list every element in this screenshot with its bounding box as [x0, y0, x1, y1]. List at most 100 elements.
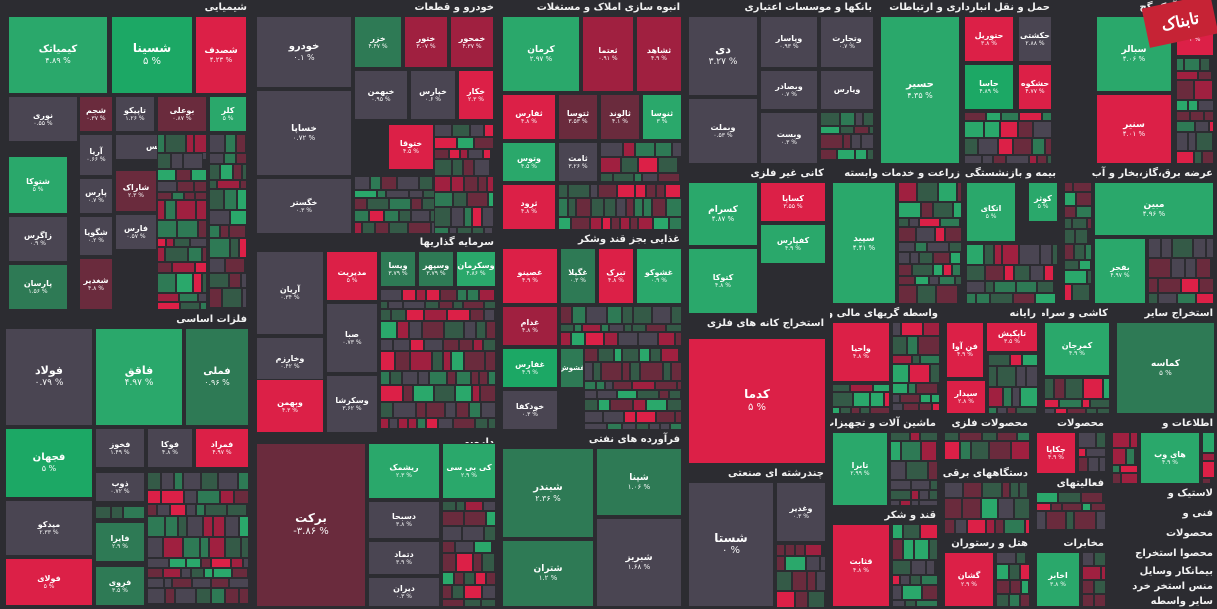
- stock-tile-small[interactable]: [1012, 387, 1020, 407]
- stock-tile-small[interactable]: [670, 423, 682, 430]
- stock-tile-small[interactable]: [604, 332, 618, 346]
- stock-tile[interactable]: کتوکا ۴.۸ %: [688, 248, 758, 314]
- stock-tile[interactable]: فخوز ۱.۴۹ %: [95, 428, 145, 468]
- stock-tile-small[interactable]: [976, 293, 990, 304]
- stock-tile-small[interactable]: [1036, 492, 1058, 503]
- stock-tile[interactable]: دی ۳.۲۷ %: [688, 16, 758, 96]
- stock-tile-small[interactable]: [157, 169, 176, 181]
- stock-tile-small[interactable]: [1086, 408, 1097, 414]
- stock-tile[interactable]: وبهمن ۴.۳ %: [256, 379, 324, 433]
- stock-tile-small[interactable]: [906, 461, 928, 480]
- stock-tile-small[interactable]: [1019, 244, 1040, 265]
- stock-tile-small[interactable]: [354, 210, 369, 222]
- stock-tile-small[interactable]: [884, 392, 890, 407]
- stock-tile-small[interactable]: [157, 238, 166, 247]
- stock-tile-small[interactable]: [600, 157, 621, 173]
- stock-tile-small[interactable]: [982, 155, 993, 164]
- stock-tile-small[interactable]: [409, 190, 423, 198]
- stock-tile-small[interactable]: [1196, 293, 1214, 304]
- stock-tile[interactable]: ثشاهد ۴.۹ %: [636, 16, 682, 92]
- stock-tile-small[interactable]: [863, 112, 874, 126]
- stock-tile-small[interactable]: [1190, 111, 1204, 121]
- stock-tile-small[interactable]: [981, 498, 998, 519]
- stock-tile-small[interactable]: [855, 149, 867, 160]
- stock-tile-small[interactable]: [444, 321, 464, 339]
- stock-tile-small[interactable]: [209, 164, 220, 180]
- stock-tile[interactable]: حاسا ۴.۸۹ %: [964, 64, 1014, 110]
- stock-tile[interactable]: کساپا ۳.۵۵ %: [760, 182, 826, 222]
- stock-tile-small[interactable]: [1188, 100, 1198, 111]
- stock-tile-small[interactable]: [419, 176, 433, 190]
- stock-tile-small[interactable]: [203, 516, 213, 537]
- stock-tile-small[interactable]: [1076, 192, 1092, 206]
- stock-tile-small[interactable]: [1064, 192, 1076, 206]
- stock-tile-small[interactable]: [163, 537, 183, 558]
- stock-tile-small[interactable]: [634, 198, 643, 217]
- stock-tile-small[interactable]: [242, 288, 247, 308]
- stock-tile-small[interactable]: [671, 362, 682, 381]
- stock-tile-small[interactable]: [1078, 457, 1088, 472]
- stock-tile-small[interactable]: [892, 560, 911, 575]
- stock-tile[interactable]: اخابر ۳.۸ %: [1036, 552, 1080, 607]
- stock-tile-small[interactable]: [659, 390, 669, 399]
- stock-tile-small[interactable]: [870, 407, 890, 414]
- stock-tile-small[interactable]: [439, 301, 453, 309]
- stock-tile-small[interactable]: [586, 306, 607, 324]
- stock-tile-small[interactable]: [201, 558, 211, 568]
- stock-tile-small[interactable]: [663, 362, 671, 381]
- stock-tile-small[interactable]: [568, 198, 576, 217]
- stock-tile-small[interactable]: [474, 159, 490, 176]
- stock-tile-small[interactable]: [481, 599, 496, 607]
- stock-tile-small[interactable]: [607, 423, 622, 430]
- stock-tile-small[interactable]: [918, 336, 940, 355]
- stock-tile-small[interactable]: [229, 273, 241, 288]
- stock-tile-small[interactable]: [442, 599, 464, 607]
- stock-tile-small[interactable]: [604, 198, 616, 217]
- stock-tile-small[interactable]: [388, 301, 403, 309]
- stock-tile[interactable]: حسیر ۴.۳۵ %: [880, 16, 960, 164]
- stock-tile-small[interactable]: [183, 472, 201, 490]
- stock-tile-small[interactable]: [1198, 100, 1214, 111]
- stock-tile-small[interactable]: [1064, 244, 1074, 260]
- stock-tile-small[interactable]: [147, 578, 164, 588]
- stock-tile-small[interactable]: [634, 173, 642, 182]
- stock-tile-small[interactable]: [1064, 182, 1073, 192]
- stock-tile-small[interactable]: [1026, 366, 1038, 387]
- stock-tile-small[interactable]: [900, 394, 920, 403]
- stock-tile-small[interactable]: [434, 385, 455, 402]
- stock-tile-small[interactable]: [1161, 238, 1172, 258]
- stock-tile-small[interactable]: [170, 504, 186, 516]
- stock-tile[interactable]: شغدیر ۴.۸ %: [79, 258, 113, 310]
- stock-tile-small[interactable]: [920, 524, 938, 539]
- stock-tile-small[interactable]: [482, 207, 494, 227]
- stock-tile-small[interactable]: [488, 371, 496, 385]
- stock-tile-small[interactable]: [1082, 552, 1094, 566]
- stock-tile-small[interactable]: [638, 217, 653, 230]
- stock-tile-small[interactable]: [209, 180, 217, 189]
- stock-tile[interactable]: شتران ۱.۲ %: [502, 540, 594, 607]
- stock-tile-small[interactable]: [1040, 244, 1052, 265]
- stock-tile-small[interactable]: [997, 366, 1016, 387]
- stock-tile-small[interactable]: [425, 301, 439, 309]
- stock-tile-small[interactable]: [451, 207, 464, 227]
- stock-tile-small[interactable]: [220, 225, 229, 238]
- stock-tile-small[interactable]: [892, 383, 908, 394]
- stock-tile-small[interactable]: [892, 575, 900, 585]
- stock-tile-small[interactable]: [996, 580, 1010, 594]
- stock-tile-small[interactable]: [183, 153, 203, 169]
- stock-tile-small[interactable]: [652, 198, 666, 217]
- stock-tile-small[interactable]: [971, 441, 989, 460]
- stock-tile-small[interactable]: [792, 571, 807, 591]
- stock-tile[interactable]: دتماد ۳.۹ %: [368, 541, 440, 575]
- stock-tile-small[interactable]: [1096, 432, 1106, 448]
- stock-tile-small[interactable]: [186, 504, 196, 516]
- stock-tile[interactable]: خپارس ۰.۶ %: [410, 70, 456, 120]
- stock-tile-small[interactable]: [442, 526, 462, 541]
- stock-tile[interactable]: گشان ۲.۹ %: [944, 552, 994, 607]
- stock-tile-small[interactable]: [617, 184, 635, 198]
- stock-tile-small[interactable]: [636, 423, 649, 430]
- stock-tile-small[interactable]: [892, 600, 905, 607]
- stock-tile-small[interactable]: [1064, 206, 1076, 218]
- stock-tile-small[interactable]: [464, 572, 475, 585]
- stock-tile[interactable]: زاگرس ۰.۹ %: [8, 216, 68, 262]
